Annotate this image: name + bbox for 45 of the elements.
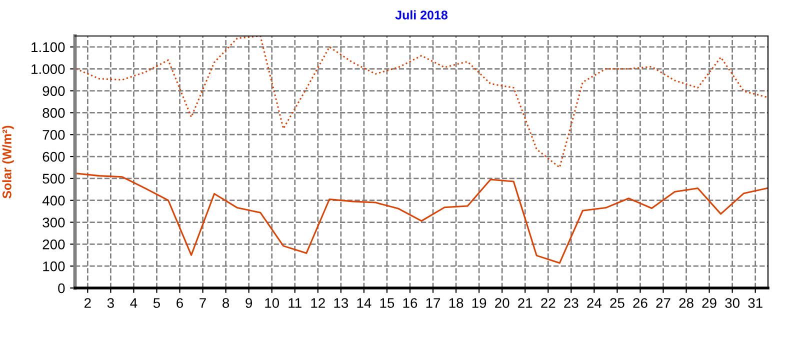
chart-title: Juli 2018 xyxy=(395,10,448,20)
x-tick-label: 31 xyxy=(748,298,762,308)
x-tick-label: 27 xyxy=(656,298,670,308)
x-tick-label: 23 xyxy=(564,298,578,308)
x-tick-label: 11 xyxy=(288,298,302,308)
x-tick-label: 17 xyxy=(426,298,440,308)
x-tick-label: 22 xyxy=(541,298,556,308)
x-tick-label: 5 xyxy=(153,298,160,308)
y-tick-label: 1.000 xyxy=(32,64,65,74)
x-tick-label: 29 xyxy=(702,298,716,308)
y-tick-label: 400 xyxy=(42,196,65,206)
x-tick-label: 6 xyxy=(176,298,184,308)
y-tick-label: 100 xyxy=(43,261,65,272)
x-tick-label: 3 xyxy=(107,298,114,308)
x-tick-label: 13 xyxy=(334,298,348,308)
x-tick-label: 19 xyxy=(472,298,486,308)
y-tick-label: 1.100 xyxy=(32,42,65,52)
x-tick-label: 26 xyxy=(633,298,648,308)
y-axis-title: Solar (W/m²) xyxy=(2,126,14,198)
x-tick-label: 10 xyxy=(265,298,280,308)
y-tick-label: 600 xyxy=(42,152,65,162)
x-tick-label: 12 xyxy=(311,298,325,308)
x-tick-label: 20 xyxy=(495,298,510,308)
x-tick-label: 25 xyxy=(610,298,624,308)
y-tick-label: 700 xyxy=(42,130,65,140)
x-tick-label: 9 xyxy=(246,298,252,308)
y-tick-label: 300 xyxy=(42,218,65,228)
x-tick-label: 18 xyxy=(449,298,464,308)
x-tick-label: 24 xyxy=(587,298,602,308)
y-tick-label: 0 xyxy=(58,283,65,294)
x-tick-label: 7 xyxy=(200,298,206,308)
x-tick-label: 2 xyxy=(84,298,91,308)
x-tick-label: 15 xyxy=(380,298,394,308)
y-tick-label: 800 xyxy=(42,108,65,118)
y-tick-label: 900 xyxy=(42,86,65,96)
y-tick-label: 500 xyxy=(42,174,65,184)
x-tick-label: 4 xyxy=(130,298,138,308)
x-tick-label: 16 xyxy=(403,298,418,308)
x-tick-label: 14 xyxy=(357,298,372,308)
x-tick-label: 21 xyxy=(518,298,532,308)
line-series xyxy=(75,172,768,264)
x-tick-label: 8 xyxy=(222,298,230,308)
x-tick-label: 28 xyxy=(679,298,694,308)
x-tick-label: 30 xyxy=(725,298,740,308)
y-tick-label: 200 xyxy=(42,240,65,250)
